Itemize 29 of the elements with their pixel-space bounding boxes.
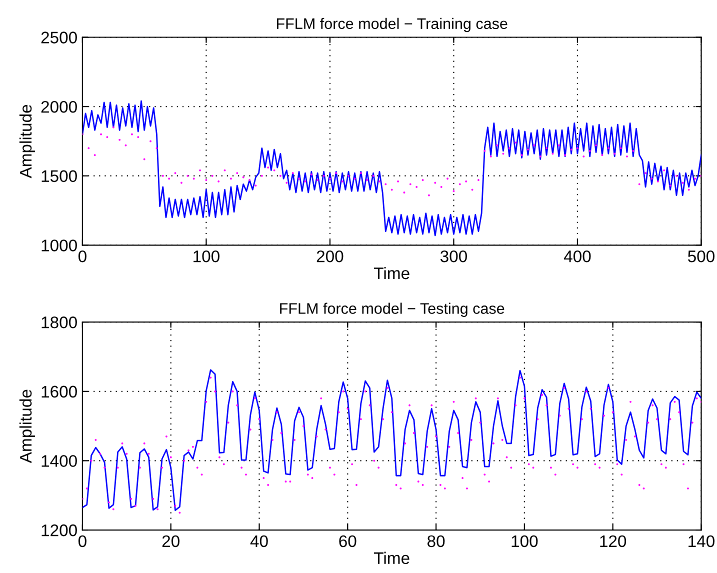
x-tick-label: 80 — [427, 535, 445, 548]
x-tick-label: 200 — [316, 250, 344, 262]
y-tick-label: 1200 — [42, 524, 77, 536]
y-tick-label: 2000 — [41, 100, 77, 113]
x-tick-label: 60 — [339, 535, 356, 548]
y-axis-title: Amplitude — [19, 104, 35, 178]
chart-title: FFLM force model − Training case — [276, 18, 508, 32]
line-series — [82, 100, 702, 236]
x-axis-title: Time — [374, 552, 410, 564]
x-tick-label: 0 — [78, 535, 86, 548]
y-axis-title: Amplitude — [19, 390, 35, 464]
y-tick-label: 1600 — [42, 386, 77, 398]
chart-title: FFLM force model − Testing case — [280, 302, 504, 317]
y-tick-label: 1000 — [42, 240, 77, 252]
x-tick-label: 300 — [440, 250, 467, 262]
y-tick-label: 1500 — [42, 170, 77, 182]
x-tick-label: 40 — [250, 535, 268, 548]
x-tick-label: 0 — [78, 250, 86, 262]
y-tick-label: 1800 — [42, 316, 77, 328]
x-tick-label: 100 — [194, 250, 220, 262]
y-tick-label: 2500 — [41, 32, 77, 44]
x-tick-label: 400 — [564, 250, 591, 262]
x-tick-label: 500 — [688, 250, 714, 262]
x-tick-label: 120 — [600, 535, 626, 548]
x-tick-label: 100 — [512, 535, 538, 548]
x-tick-label: 140 — [688, 535, 714, 548]
y-tick-label: 1400 — [42, 455, 77, 467]
x-tick-label: 20 — [162, 535, 180, 548]
x-axis-title: Time — [374, 266, 410, 280]
